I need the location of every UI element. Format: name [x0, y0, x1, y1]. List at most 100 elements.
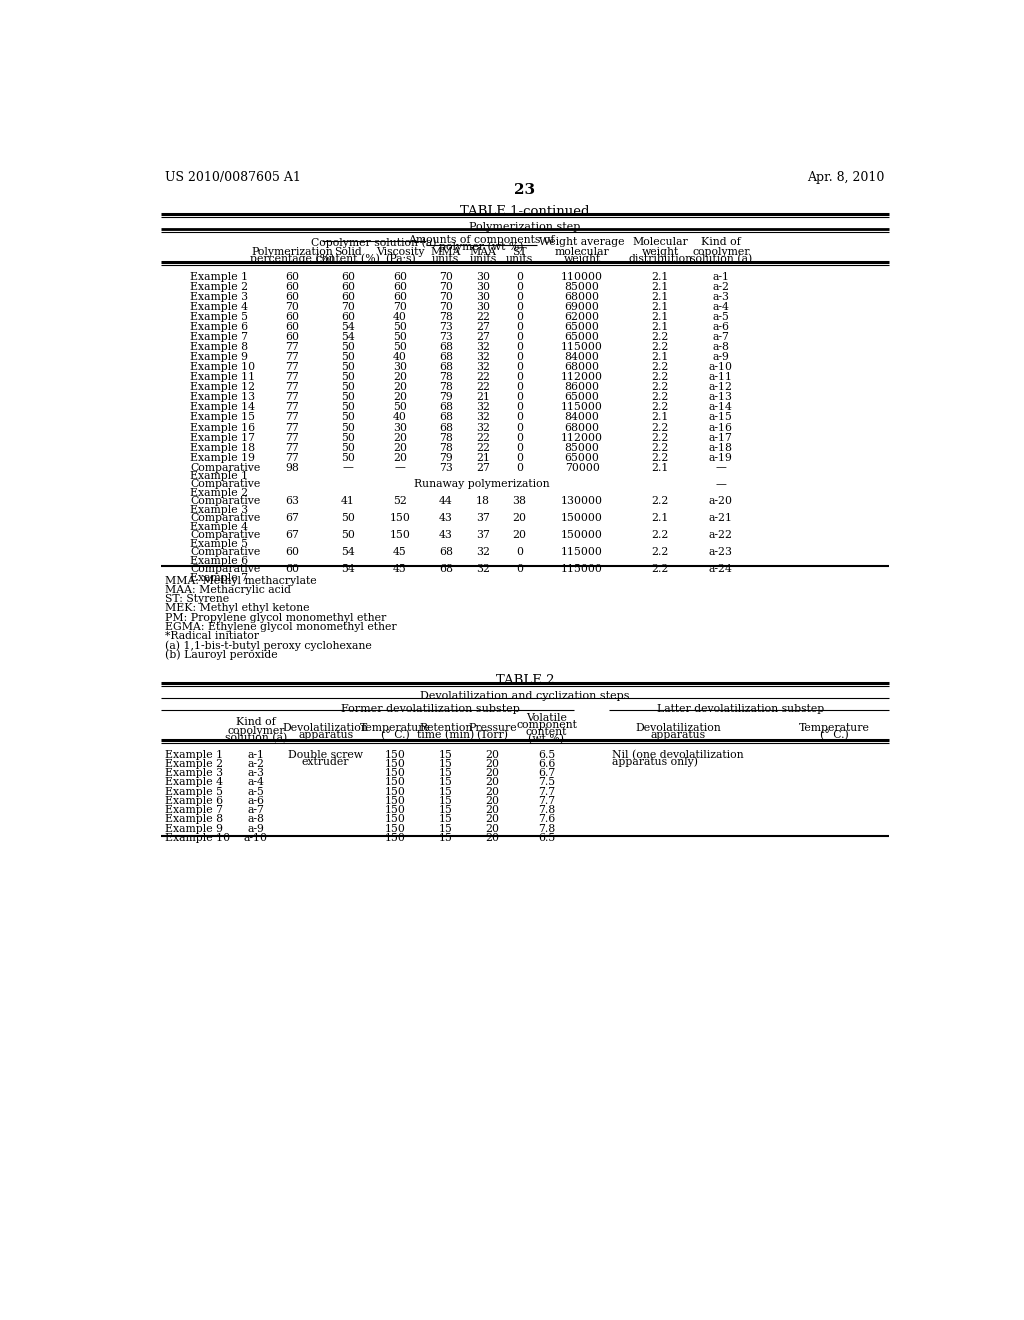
Text: 69000: 69000 — [564, 302, 600, 313]
Text: Example 18: Example 18 — [190, 442, 255, 453]
Text: 0: 0 — [516, 403, 523, 412]
Text: 32: 32 — [476, 412, 489, 422]
Text: 43: 43 — [439, 531, 453, 540]
Text: 0: 0 — [516, 363, 523, 372]
Text: Comparative: Comparative — [190, 564, 260, 574]
Text: Polymerization step: Polymerization step — [469, 222, 581, 232]
Text: 54: 54 — [341, 548, 355, 557]
Text: 84000: 84000 — [564, 412, 600, 422]
Text: 50: 50 — [341, 383, 355, 392]
Text: a-21: a-21 — [709, 513, 733, 523]
Text: 0: 0 — [516, 412, 523, 422]
Text: 68: 68 — [438, 564, 453, 574]
Text: 60: 60 — [393, 272, 407, 282]
Text: 77: 77 — [286, 363, 299, 372]
Text: 15: 15 — [439, 814, 453, 825]
Text: 15: 15 — [439, 777, 453, 788]
Text: 0: 0 — [516, 453, 523, 462]
Text: 60: 60 — [393, 293, 407, 302]
Text: Example 3: Example 3 — [165, 768, 223, 779]
Text: Example 3: Example 3 — [190, 506, 248, 515]
Text: 45: 45 — [393, 564, 407, 574]
Text: a-3: a-3 — [713, 293, 729, 302]
Text: 68: 68 — [438, 548, 453, 557]
Text: 15: 15 — [439, 805, 453, 816]
Text: 50: 50 — [341, 422, 355, 433]
Text: Example 4: Example 4 — [190, 521, 248, 532]
Text: a-4: a-4 — [248, 777, 264, 788]
Text: 20: 20 — [485, 796, 500, 807]
Text: a-4: a-4 — [713, 302, 729, 313]
Text: 60: 60 — [286, 564, 299, 574]
Text: a-6: a-6 — [713, 322, 729, 333]
Text: Example 1: Example 1 — [190, 471, 248, 480]
Text: 30: 30 — [476, 302, 489, 313]
Text: 68: 68 — [438, 412, 453, 422]
Text: units: units — [506, 253, 534, 264]
Text: a-10: a-10 — [709, 363, 733, 372]
Text: 112000: 112000 — [561, 433, 603, 442]
Text: 2.1: 2.1 — [651, 282, 669, 292]
Text: 70: 70 — [439, 282, 453, 292]
Text: Retention: Retention — [419, 723, 472, 733]
Text: 22: 22 — [476, 442, 489, 453]
Text: 20: 20 — [393, 383, 407, 392]
Text: 150000: 150000 — [561, 513, 603, 523]
Text: 40: 40 — [393, 352, 407, 363]
Text: 44: 44 — [439, 496, 453, 507]
Text: 50: 50 — [341, 433, 355, 442]
Text: 63: 63 — [286, 496, 299, 507]
Text: content (%): content (%) — [316, 253, 380, 264]
Text: 77: 77 — [286, 412, 299, 422]
Text: Example 8: Example 8 — [190, 342, 248, 352]
Text: 77: 77 — [286, 422, 299, 433]
Text: 78: 78 — [439, 372, 453, 383]
Text: 54: 54 — [341, 564, 355, 574]
Text: 2.2: 2.2 — [651, 496, 669, 507]
Text: ST: ST — [512, 247, 526, 257]
Text: 60: 60 — [341, 282, 355, 292]
Text: 84000: 84000 — [564, 352, 600, 363]
Text: a-9: a-9 — [248, 824, 264, 834]
Text: 2.2: 2.2 — [651, 403, 669, 412]
Text: a-9: a-9 — [713, 352, 729, 363]
Text: 50: 50 — [341, 513, 355, 523]
Text: 78: 78 — [439, 383, 453, 392]
Text: a-8: a-8 — [713, 342, 729, 352]
Text: polymer (wt %): polymer (wt %) — [439, 242, 523, 252]
Text: 32: 32 — [476, 422, 489, 433]
Text: 0: 0 — [516, 322, 523, 333]
Text: a-24: a-24 — [709, 564, 733, 574]
Text: 38: 38 — [512, 496, 526, 507]
Text: 30: 30 — [476, 282, 489, 292]
Text: 15: 15 — [439, 824, 453, 834]
Text: 68: 68 — [438, 342, 453, 352]
Text: 30: 30 — [393, 422, 407, 433]
Text: —: — — [343, 462, 353, 473]
Text: 0: 0 — [516, 462, 523, 473]
Text: 2.2: 2.2 — [651, 531, 669, 540]
Text: 0: 0 — [516, 548, 523, 557]
Text: 20: 20 — [485, 750, 500, 760]
Text: 54: 54 — [341, 322, 355, 333]
Text: 77: 77 — [286, 352, 299, 363]
Text: 0: 0 — [516, 392, 523, 403]
Text: 68: 68 — [438, 363, 453, 372]
Text: 20: 20 — [485, 787, 500, 797]
Text: Volatile: Volatile — [526, 713, 567, 723]
Text: extruder: extruder — [302, 756, 349, 767]
Text: copolymer: copolymer — [227, 726, 285, 735]
Text: 77: 77 — [286, 342, 299, 352]
Text: 50: 50 — [341, 453, 355, 462]
Text: a-12: a-12 — [709, 383, 733, 392]
Text: a-10: a-10 — [244, 833, 268, 843]
Text: 50: 50 — [393, 322, 407, 333]
Text: 0: 0 — [516, 383, 523, 392]
Text: 65000: 65000 — [564, 333, 600, 342]
Text: 68: 68 — [438, 352, 453, 363]
Text: US 2010/0087605 A1: US 2010/0087605 A1 — [165, 170, 301, 183]
Text: (Torr): (Torr) — [476, 730, 508, 741]
Text: 2.2: 2.2 — [651, 392, 669, 403]
Text: Example 17: Example 17 — [190, 433, 255, 442]
Text: 115000: 115000 — [561, 403, 603, 412]
